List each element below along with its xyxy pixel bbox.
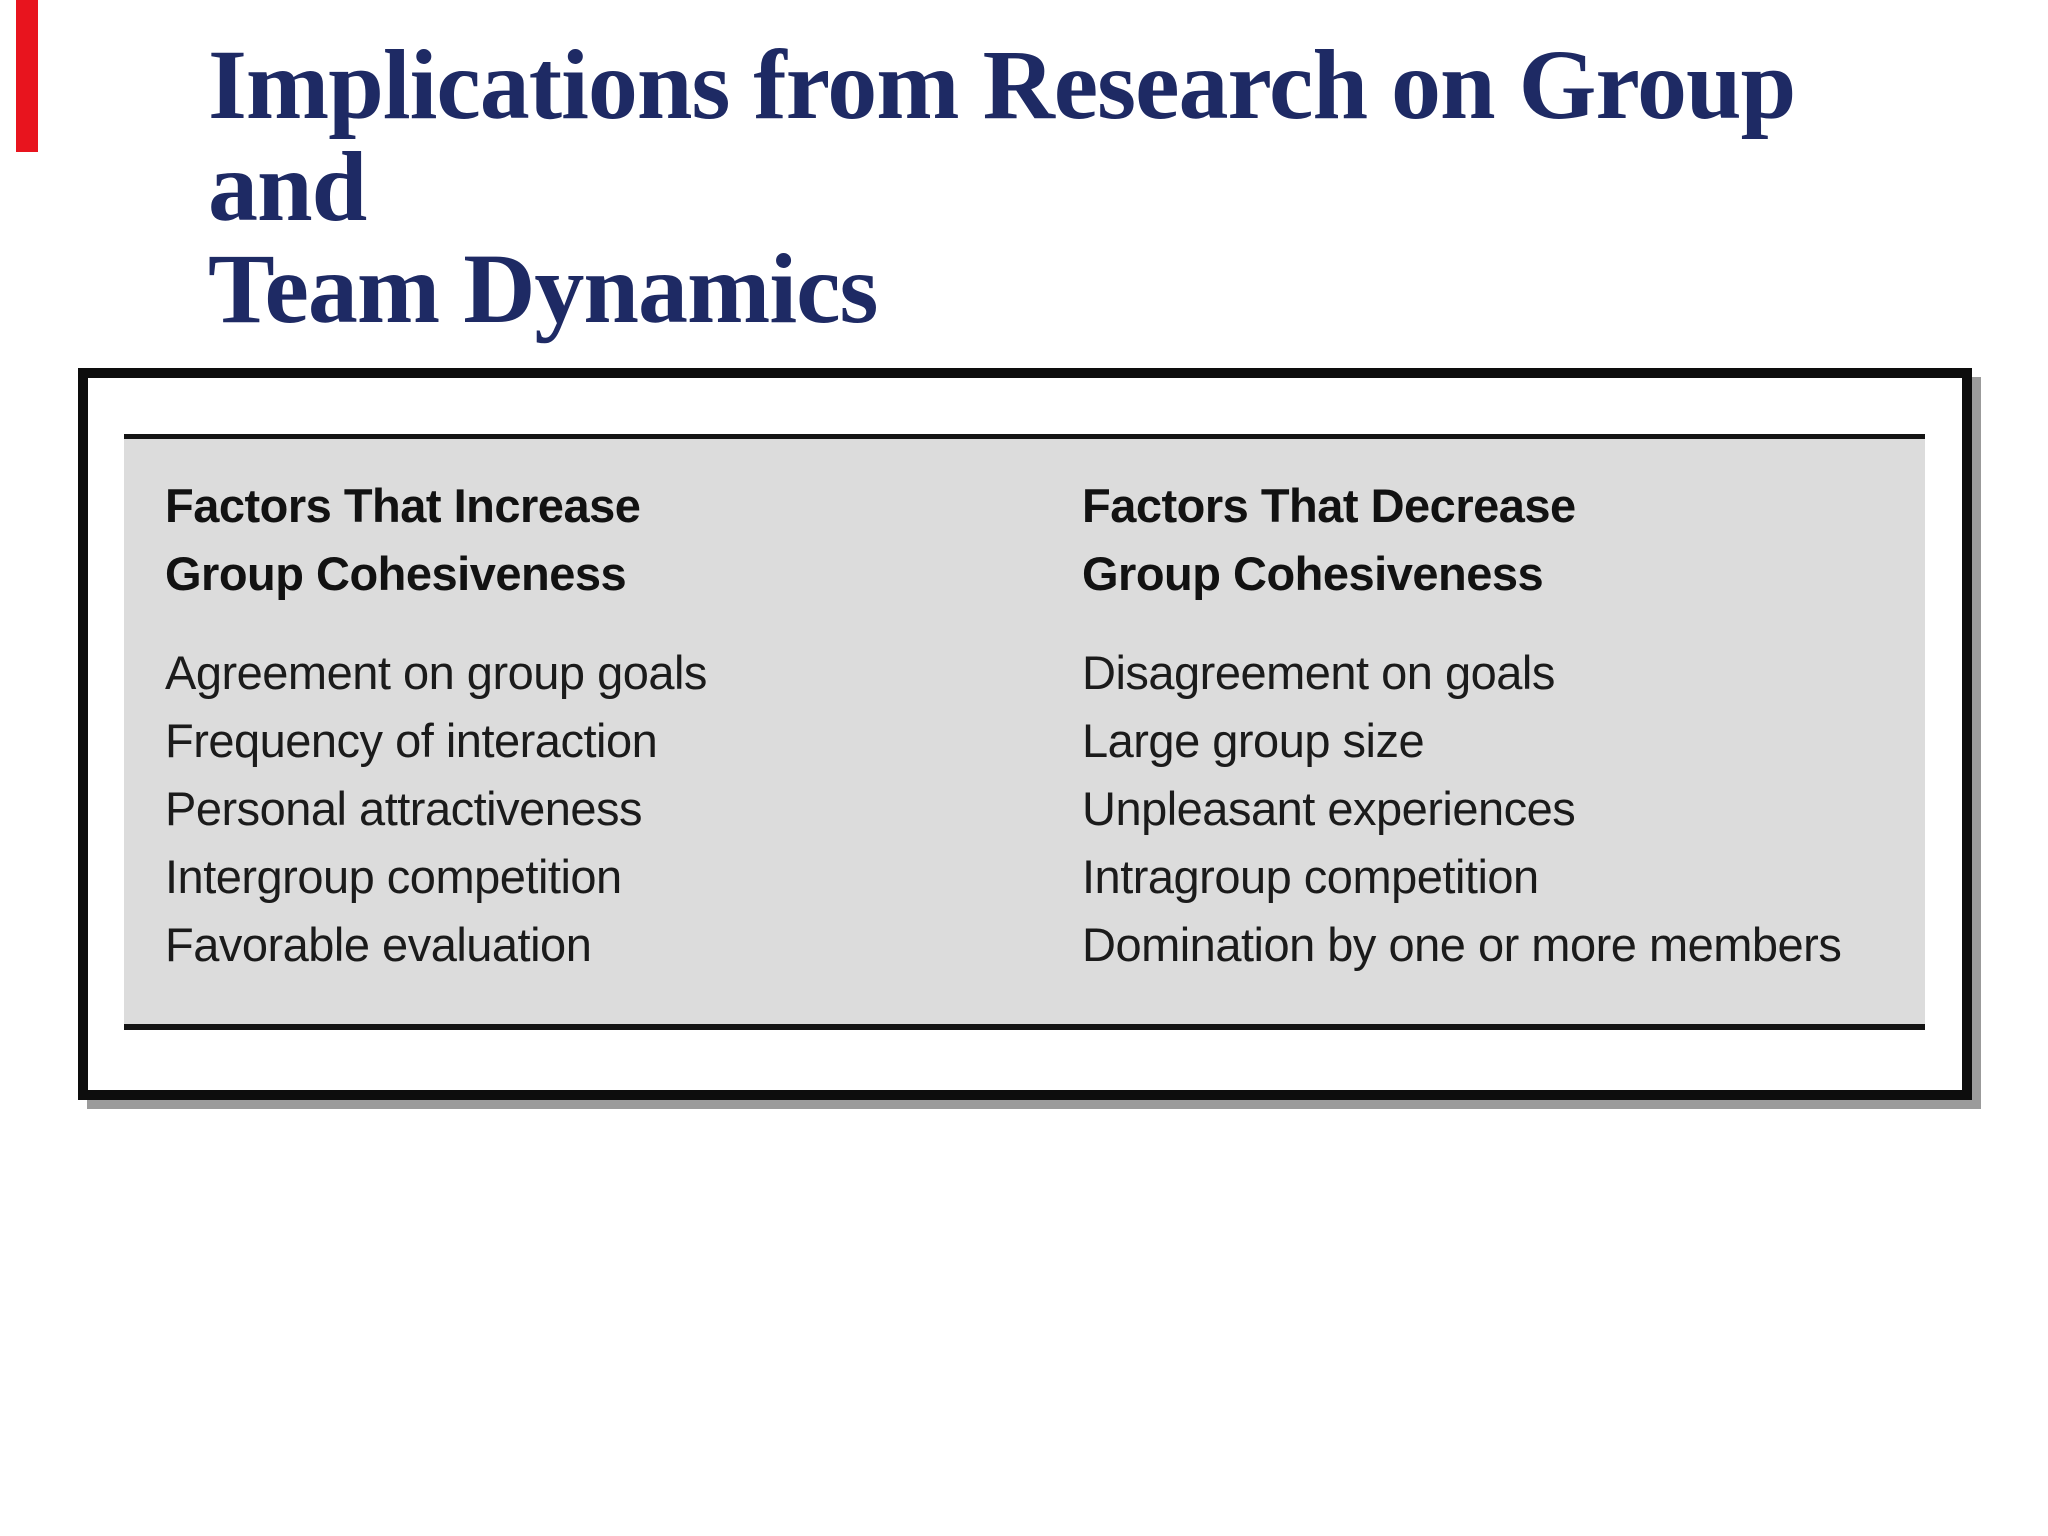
slide-title-line-1: Implications from Research on Group and	[208, 29, 1796, 242]
column-increase-rows: Agreement on group goals Frequency of in…	[165, 639, 1045, 979]
list-item: Personal attractiveness	[165, 782, 643, 835]
slide-title-line-2: Team Dynamics	[208, 233, 878, 344]
column-increase-cohesiveness: Factors That Increase Group Cohesiveness…	[165, 439, 1045, 979]
list-item: Disagreement on goals	[1082, 646, 1555, 699]
list-item: Domination by one or more members	[1082, 918, 1842, 971]
list-item: Large group size	[1082, 714, 1425, 767]
column-decrease-cohesiveness: Factors That Decrease Group Cohesiveness…	[1082, 439, 1912, 979]
red-accent-bar	[16, 0, 38, 152]
column-decrease-rows: Disagreement on goals Large group size U…	[1082, 639, 1912, 979]
slide-title: Implications from Research on Group and …	[208, 34, 1828, 340]
list-item: Favorable evaluation	[165, 918, 592, 971]
list-item: Frequency of interaction	[165, 714, 658, 767]
list-item: Intergroup competition	[165, 850, 622, 903]
column-decrease-header-line-1: Factors That Decrease	[1082, 479, 1576, 532]
factors-table-frame: Factors That Increase Group Cohesiveness…	[78, 368, 1972, 1100]
column-increase-header: Factors That Increase Group Cohesiveness	[165, 472, 1045, 608]
list-item: Unpleasant experiences	[1082, 782, 1576, 835]
list-item: Intragroup competition	[1082, 850, 1539, 903]
column-decrease-header: Factors That Decrease Group Cohesiveness	[1082, 472, 1912, 608]
list-item: Agreement on group goals	[165, 646, 707, 699]
column-decrease-header-line-2: Group Cohesiveness	[1082, 547, 1544, 600]
column-increase-header-line-1: Factors That Increase	[165, 479, 641, 532]
column-increase-header-line-2: Group Cohesiveness	[165, 547, 627, 600]
factors-table-panel: Factors That Increase Group Cohesiveness…	[124, 434, 1925, 1030]
